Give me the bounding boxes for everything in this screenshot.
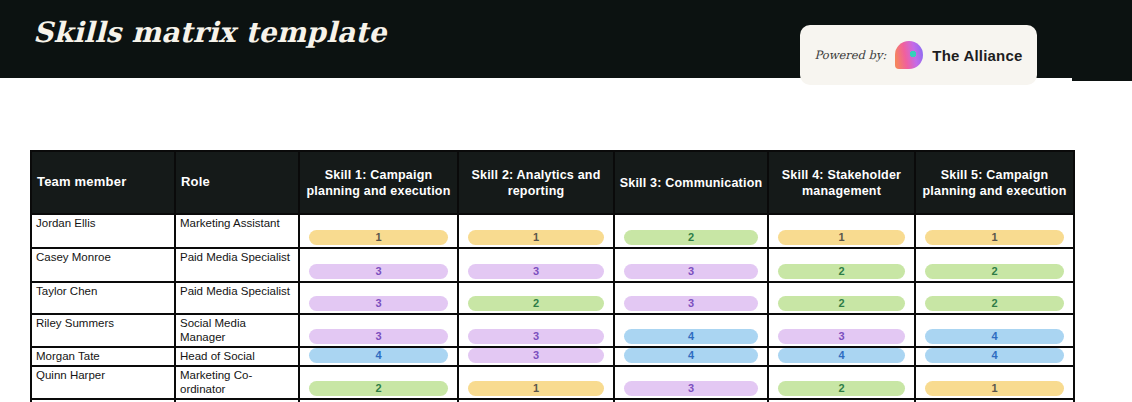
role-cell: Head of Social <box>175 347 299 366</box>
skill-cell: 3 <box>299 314 458 347</box>
column-header-skill-4: Skill 4: Stakeholder management <box>768 151 915 214</box>
skill-level-pill: 4 <box>925 329 1064 344</box>
skill-level-pill: 2 <box>468 296 604 311</box>
skill-cell: 2 <box>768 366 915 399</box>
skill-cell: 2 <box>458 282 614 314</box>
skill-cell: 3 <box>458 314 614 347</box>
header-notch <box>1072 78 1132 81</box>
skill-level-pill: 4 <box>624 348 758 363</box>
brand-name: The Alliance <box>932 47 1022 64</box>
table-row: Casey MonroePaid Media Specialist 3 3 3 2 2 <box>31 248 1074 282</box>
skill-level-pill: 2 <box>778 381 905 396</box>
team-member-cell: Jordan Ellis <box>31 214 175 248</box>
skill-level-pill: 4 <box>925 348 1064 363</box>
skill-cell: 2 <box>915 248 1074 282</box>
column-header-skill-1: Skill 1: Campaign planning and execution <box>299 151 458 214</box>
skill-level-pill: 1 <box>778 230 905 245</box>
role-cell: Marketing Assistant <box>175 214 299 248</box>
team-member-cell: Riley Summers <box>31 314 175 347</box>
skill-cell: 2 <box>768 282 915 314</box>
skill-cell: 1 <box>458 366 614 399</box>
powered-by-badge[interactable]: Powered by: The Alliance <box>800 25 1037 85</box>
skill-level-pill: 1 <box>468 381 604 396</box>
skill-cell: 1 <box>915 214 1074 248</box>
skill-level-pill: 3 <box>468 264 604 279</box>
skill-level-pill: 2 <box>925 264 1064 279</box>
role-cell: Paid Media Specialist <box>175 248 299 282</box>
the-alliance-logo-icon <box>895 41 923 69</box>
skill-cell: 1 <box>458 214 614 248</box>
skill-level-pill: 3 <box>624 264 758 279</box>
skill-level-pill: 2 <box>778 296 905 311</box>
skill-level-pill: 4 <box>624 329 758 344</box>
skill-cell: 3 <box>614 282 768 314</box>
skill-cell: 2 <box>614 214 768 248</box>
table-row: Riley SummersSocial Media Manager 3 3 4 3 4 <box>31 314 1074 347</box>
skill-level-pill: 1 <box>925 381 1064 396</box>
skill-cell: 2 <box>299 366 458 399</box>
table-row: Taylor ChenPaid Media Specialist 3 2 3 2 2 <box>31 282 1074 314</box>
skill-level-pill: 1 <box>925 230 1064 245</box>
team-member-cell: Casey Monroe <box>31 248 175 282</box>
skill-level-pill: 3 <box>778 329 905 344</box>
skill-level-pill: 3 <box>468 348 604 363</box>
skill-level-pill: 2 <box>309 381 448 396</box>
column-header-team-member: Team member <box>31 151 175 214</box>
skill-level-pill: 4 <box>778 348 905 363</box>
table-body: Jordan EllisMarketing Assistant 1 1 2 1 1 Case… <box>31 214 1074 402</box>
column-header-skill-2: Skill 2: Analytics and reporting <box>458 151 614 214</box>
role-cell: Social Media Manager <box>175 314 299 347</box>
skill-level-pill: 3 <box>624 381 758 396</box>
skills-matrix: Team member Role Skill 1: Campaign plann… <box>30 150 1075 402</box>
skill-cell: 4 <box>915 347 1074 366</box>
team-member-cell: Quinn Harper <box>31 366 175 399</box>
skill-cell: 2 <box>915 282 1074 314</box>
skill-cell: 3 <box>768 314 915 347</box>
skill-cell: 3 <box>614 248 768 282</box>
table-row: Quinn HarperMarketing Co-ordinator 2 1 3 2 1 <box>31 366 1074 399</box>
skill-cell: 3 <box>458 248 614 282</box>
skill-level-pill: 1 <box>468 230 604 245</box>
powered-by-label: Powered by: <box>814 48 886 62</box>
skill-level-pill: 4 <box>309 348 448 363</box>
role-cell: Paid Media Specialist <box>175 282 299 314</box>
skill-cell: 3 <box>299 248 458 282</box>
column-header-skill-3: Skill 3: Communication <box>614 151 768 214</box>
skill-level-pill: 3 <box>309 296 448 311</box>
skill-level-pill: 3 <box>624 296 758 311</box>
page-title: Skills matrix template <box>33 15 386 51</box>
column-header-skill-5: Skill 5: Campaign planning and execution <box>915 151 1074 214</box>
skill-cell: 4 <box>614 314 768 347</box>
skill-level-pill: 2 <box>925 296 1064 311</box>
team-member-cell: Taylor Chen <box>31 282 175 314</box>
table-row: Jordan EllisMarketing Assistant 1 1 2 1 1 <box>31 214 1074 248</box>
skill-cell: 3 <box>458 347 614 366</box>
skill-level-pill: 2 <box>624 230 758 245</box>
team-member-cell: Morgan Tate <box>31 347 175 366</box>
role-cell: Marketing Co-ordinator <box>175 366 299 399</box>
skills-matrix-table: Team member Role Skill 1: Campaign plann… <box>30 150 1075 402</box>
skill-cell: 3 <box>299 282 458 314</box>
column-header-role: Role <box>175 151 299 214</box>
skill-cell: 4 <box>299 347 458 366</box>
skill-cell: 2 <box>768 248 915 282</box>
skill-cell: 4 <box>614 347 768 366</box>
skill-level-pill: 3 <box>468 329 604 344</box>
skill-level-pill: 3 <box>309 329 448 344</box>
skill-level-pill: 1 <box>309 230 448 245</box>
skill-cell: 1 <box>915 366 1074 399</box>
skill-cell: 1 <box>768 214 915 248</box>
table-row: Morgan TateHead of Social 4 3 4 4 4 <box>31 347 1074 366</box>
skill-level-pill: 3 <box>309 264 448 279</box>
table-header-row: Team member Role Skill 1: Campaign plann… <box>31 151 1074 214</box>
skill-level-pill: 2 <box>778 264 905 279</box>
skill-cell: 4 <box>915 314 1074 347</box>
skill-cell: 4 <box>768 347 915 366</box>
skill-cell: 1 <box>299 214 458 248</box>
skill-cell: 3 <box>614 366 768 399</box>
